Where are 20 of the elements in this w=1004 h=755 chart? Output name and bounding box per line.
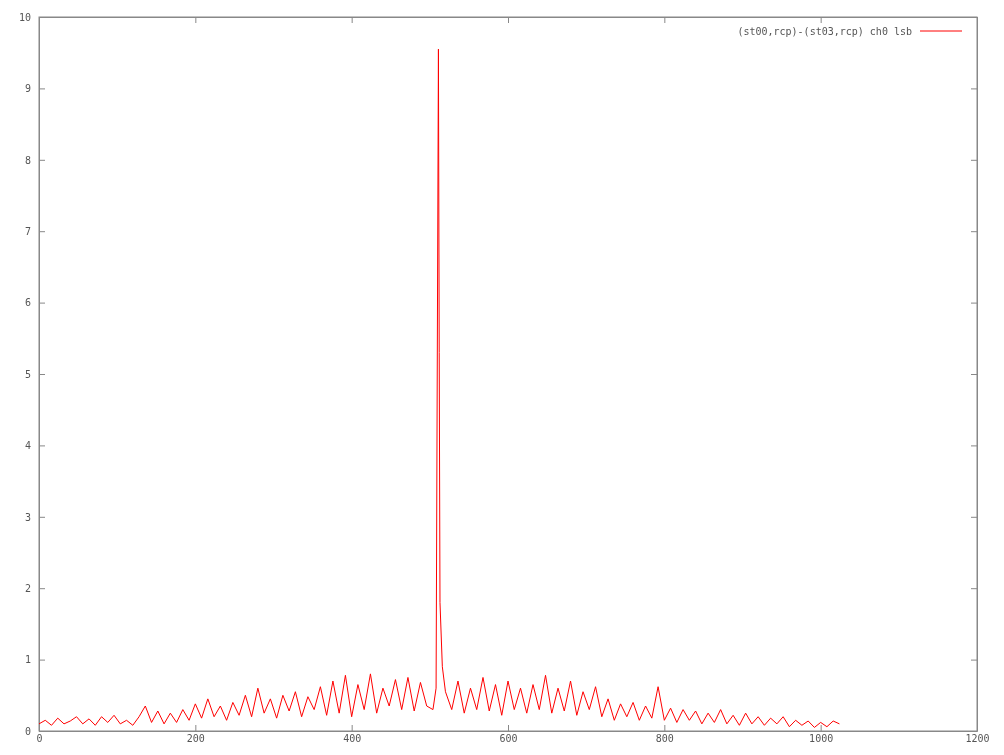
y-tick-label: 6 (24, 297, 31, 309)
x-tick-label: 200 (186, 733, 205, 745)
x-tick-label: 400 (343, 733, 362, 745)
y-tick-label: 7 (24, 225, 31, 237)
legend-label: (st00,rcp)-(st03,rcp) ch0 lsb (737, 25, 912, 37)
y-tick-label: 9 (24, 83, 31, 95)
y-tick-label: 2 (24, 582, 31, 594)
x-tick-label: 800 (655, 733, 674, 745)
y-tick-label: 5 (24, 368, 31, 380)
x-tick-label: 0 (36, 733, 43, 745)
y-tick-label: 1 (24, 654, 31, 666)
x-tick-label: 1000 (809, 733, 834, 745)
y-tick-label: 10 (18, 11, 31, 23)
x-tick-label: 1200 (965, 733, 990, 745)
line-series (38, 48, 840, 728)
y-tick-label: 3 (24, 511, 31, 523)
x-tick-label: 600 (499, 733, 518, 745)
y-tick-label: 0 (24, 725, 31, 737)
y-tick-label: 8 (24, 154, 31, 166)
y-tick-label: 4 (24, 440, 31, 452)
